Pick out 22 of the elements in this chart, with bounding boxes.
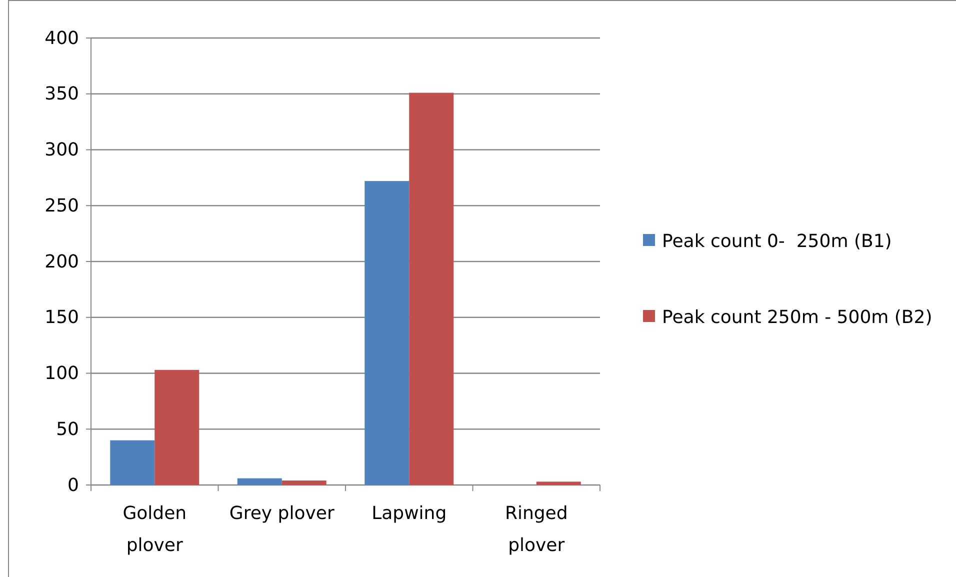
bar xyxy=(237,478,282,485)
y-tick-label: 350 xyxy=(44,84,79,105)
y-tick-label: 100 xyxy=(44,363,79,384)
x-tick-label: Grey plover xyxy=(229,503,335,524)
y-tick-label: 50 xyxy=(56,418,79,440)
legend-label: Peak count 0- 250m (B1) xyxy=(662,231,892,252)
bar xyxy=(154,370,200,485)
bar xyxy=(282,480,326,485)
y-tick-label: 250 xyxy=(44,195,79,216)
y-tick-label: 300 xyxy=(44,140,79,161)
bar xyxy=(364,181,410,485)
y-tick-label: 200 xyxy=(44,251,79,272)
bar xyxy=(409,92,454,485)
x-tick-label: Golden plover xyxy=(122,503,187,556)
bar xyxy=(536,482,581,485)
x-tick-label: Lapwing xyxy=(372,503,447,524)
bar xyxy=(110,440,155,485)
y-tick-label: 400 xyxy=(44,28,79,49)
x-tick-label: Ringed plover xyxy=(504,503,568,556)
y-tick-label: 0 xyxy=(68,474,79,496)
y-tick-label: 150 xyxy=(44,307,79,328)
legend-label: Peak count 250m - 500m (B2) xyxy=(662,307,932,328)
